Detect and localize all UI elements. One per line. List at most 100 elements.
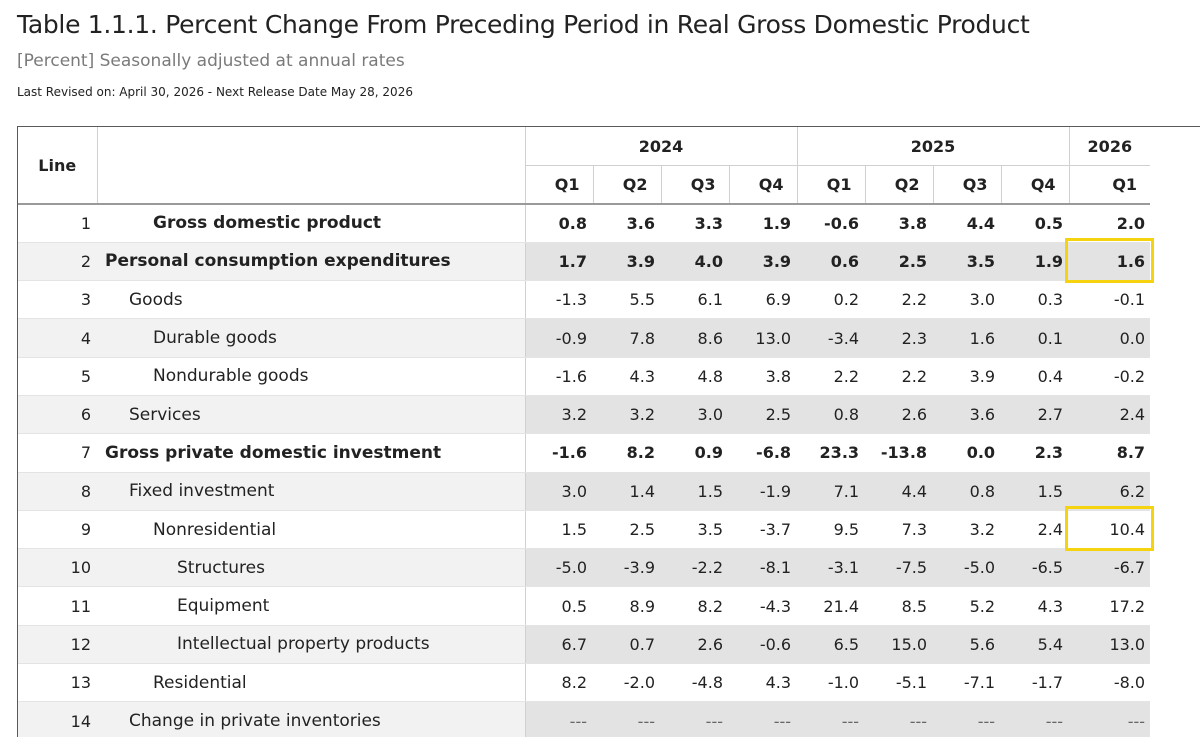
year-header-2025: 2025 (796, 127, 1070, 166)
page-title: Table 1.1.1. Percent Change From Precedi… (17, 10, 1030, 39)
year-header-2026: 2026 (1068, 127, 1151, 166)
line-number: 11 (18, 586, 97, 626)
value-cell: -1.6 (524, 357, 593, 396)
value-cell: 7.1 (797, 472, 866, 511)
table-row: 1 Gross domestic product 0.8 3.6 3.3 1.9 -0.6 3… (18, 204, 1151, 243)
value-cell: 3.9 (593, 242, 661, 282)
quarter-header: Q3 (660, 165, 729, 205)
line-number: 13 (18, 663, 97, 703)
value-cell: -5.1 (865, 663, 934, 703)
row-label: Fixed investment (97, 472, 525, 511)
value-cell: -0.9 (524, 318, 593, 358)
line-number: 14 (18, 701, 97, 737)
value-cell: -8.0 (1069, 663, 1151, 703)
value-cell: 3.5 (933, 242, 1002, 282)
value-cell: --- (524, 701, 593, 737)
quarter-header: Q1 (524, 165, 593, 205)
row-label: Residential (97, 663, 525, 703)
value-cell: --- (933, 701, 1002, 737)
value-cell: 21.4 (797, 586, 866, 626)
row-label: Equipment (97, 586, 525, 626)
value-cell: 2.6 (661, 625, 729, 665)
value-cell: 4.0 (661, 242, 729, 282)
row-label: Durable goods (97, 318, 525, 358)
value-cell: 13.0 (1069, 625, 1151, 665)
line-number: 9 (18, 510, 97, 550)
value-cell: 1.6 (933, 318, 1002, 358)
value-cell: -5.0 (933, 548, 1002, 588)
row-label: Gross domestic product (97, 204, 525, 243)
table-subtitle: [Percent] Seasonally adjusted at annual … (17, 51, 405, 71)
value-cell: 0.0 (1069, 318, 1151, 358)
value-cell: 13.0 (729, 318, 798, 358)
table-row: 4 Durable goods -0.9 7.8 8.6 13.0 -3.4 2.3 1.6 0.… (18, 318, 1151, 358)
value-cell: 6.5 (797, 625, 866, 665)
row-label: Structures (97, 548, 525, 588)
row-label: Change in private inventories (97, 701, 525, 737)
quarter-header-row: Q1 Q2 Q3 Q4 Q1 Q2 Q3 Q4 Q1 (18, 165, 1151, 205)
value-cell: --- (661, 701, 729, 737)
value-cell: -1.6 (524, 433, 593, 473)
value-cell: 4.3 (593, 357, 661, 396)
value-cell: 0.8 (797, 395, 866, 435)
value-cell: 2.3 (1001, 433, 1070, 473)
value-cell: 3.9 (729, 242, 798, 282)
value-cell: 4.4 (865, 472, 934, 511)
value-cell: -2.0 (593, 663, 661, 703)
value-cell: -3.7 (729, 510, 798, 550)
value-cell: --- (865, 701, 934, 737)
value-cell: 3.0 (933, 280, 1002, 320)
value-cell: 2.0 (1069, 204, 1151, 243)
line-number: 3 (18, 280, 97, 320)
value-cell: 1.4 (593, 472, 661, 511)
value-cell: 1.5 (1001, 472, 1070, 511)
quarter-header: Q1 (1068, 165, 1151, 205)
value-cell: -0.1 (1069, 280, 1151, 320)
value-cell: 0.5 (1001, 204, 1070, 243)
value-cell: 6.9 (729, 280, 798, 320)
value-cell: -1.7 (1001, 663, 1070, 703)
value-cell: 3.8 (865, 204, 934, 243)
table-row: 7 Gross private domestic investment -1.6 8.… (18, 433, 1151, 473)
value-cell: -0.6 (729, 625, 798, 665)
line-number: 10 (18, 548, 97, 588)
value-cell: 8.9 (593, 586, 661, 626)
value-cell: 1.5 (661, 472, 729, 511)
line-number: 5 (18, 357, 97, 396)
value-cell: -6.7 (1069, 548, 1151, 588)
gdp-table: Line 2024 2025 2026 Q1 Q2 Q3 Q4 Q1 Q2 Q3… (18, 127, 1151, 737)
value-cell: -0.6 (797, 204, 866, 243)
line-number: 6 (18, 395, 97, 435)
value-cell: 4.3 (1001, 586, 1070, 626)
value-cell: 3.6 (593, 204, 661, 243)
line-number: 7 (18, 433, 97, 473)
value-cell: 2.2 (865, 280, 934, 320)
value-cell: 8.7 (1069, 433, 1151, 473)
value-cell: 0.9 (661, 433, 729, 473)
line-column-header: Line (18, 127, 98, 205)
value-cell: 10.4 (1069, 510, 1151, 550)
table-row: 13 Residential 8.2 -2.0 -4.8 4.3 -1.0 -5.1 -7.1-… (18, 663, 1151, 703)
value-cell: 9.5 (797, 510, 866, 550)
value-cell: 3.0 (661, 395, 729, 435)
value-cell: -4.8 (661, 663, 729, 703)
value-cell: 1.9 (729, 204, 798, 243)
value-cell: -3.9 (593, 548, 661, 588)
line-number: 2 (18, 242, 97, 282)
table-row: 6 Services 3.2 3.2 3.0 2.5 0.8 2.6 3.6 2.7 2.4 (18, 395, 1151, 435)
table-row: 3 Goods -1.3 5.5 6.1 6.9 0.2 2.2 3.0 0.3 -0.1 (18, 280, 1151, 320)
revision-info: Last Revised on: April 30, 2026 - Next R… (17, 85, 413, 99)
table-row: 14 Change in private inventories --- --- ---… (18, 701, 1151, 737)
line-number: 8 (18, 472, 97, 511)
quarter-header: Q1 (796, 165, 866, 205)
value-cell: 6.2 (1069, 472, 1151, 511)
value-cell: 0.7 (593, 625, 661, 665)
year-header-row: Line 2024 2025 2026 (18, 127, 1151, 205)
value-cell: 23.3 (797, 433, 866, 473)
value-cell: 7.8 (593, 318, 661, 358)
value-cell: 6.1 (661, 280, 729, 320)
value-cell: 2.6 (865, 395, 934, 435)
value-cell: --- (797, 701, 866, 737)
value-cell: -4.3 (729, 586, 798, 626)
value-cell: 1.7 (524, 242, 593, 282)
